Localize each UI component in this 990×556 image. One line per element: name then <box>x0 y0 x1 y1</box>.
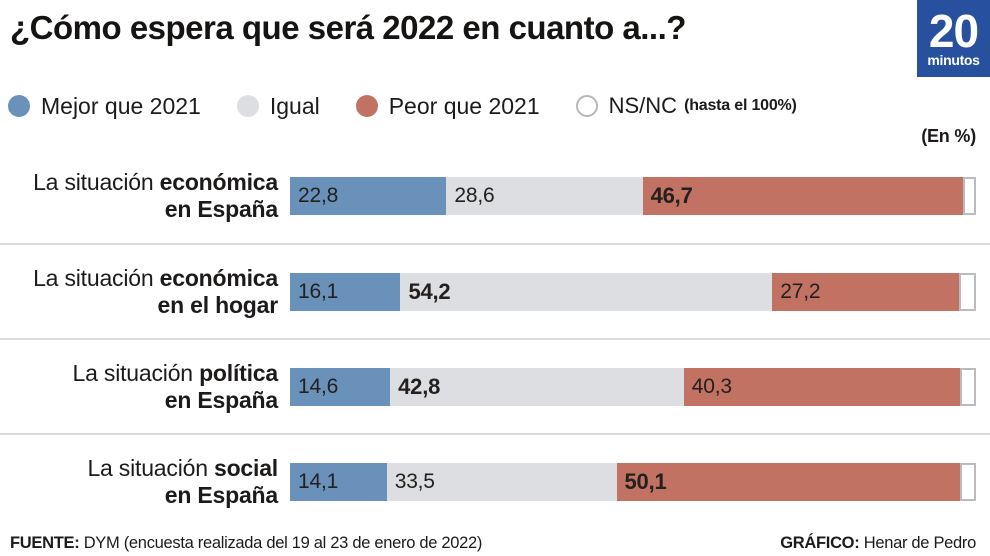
legend-label: Igual <box>269 92 320 119</box>
stacked-bar: 14,1 33,5 50,1 <box>290 462 976 501</box>
legend-dot-red-icon <box>355 95 378 117</box>
bar-segment-nsnc <box>960 367 976 406</box>
legend-item-mejor: Mejor que 2021 <box>8 93 201 120</box>
source-label: FUENTE: <box>10 534 80 552</box>
source-credit: FUENTE: DYM (encuesta realizada del 19 a… <box>10 534 482 553</box>
row-label: La situación política en España <box>72 359 279 413</box>
brand-logo-20minutos: 20 minutos <box>917 0 990 77</box>
bar-segment-igual: 42,8 <box>390 367 684 406</box>
legend-dot-white-icon <box>575 95 598 117</box>
source-text: DYM (encuesta realizada del 19 al 23 de … <box>79 534 483 552</box>
bar-segment-peor: 27,2 <box>772 272 959 311</box>
value-label: 14,1 <box>298 469 339 493</box>
bar-segment-mejor: 14,6 <box>290 367 391 406</box>
row-label: La situación económica en España <box>33 168 278 222</box>
row-label: La situación social en España <box>87 454 278 508</box>
bar-segment-igual: 33,5 <box>386 462 617 501</box>
legend-item-igual: Igual <box>236 92 320 120</box>
row-label: La situación económica en el hogar <box>33 264 278 318</box>
legend-dot-blue-icon <box>8 95 30 117</box>
value-label: 14,6 <box>298 374 339 398</box>
credit-text: Henar de Pedro <box>859 534 977 552</box>
value-label: 16,1 <box>298 279 339 303</box>
bar-segment-nsnc <box>958 272 976 311</box>
chart-row: La situación económica en el hogar 16,1 5… <box>0 243 990 338</box>
value-label: 22,8 <box>298 183 339 207</box>
legend-label: Peor que 2021 <box>388 92 540 119</box>
page-title: ¿Cómo espera que será 2022 en cuanto a..… <box>10 9 686 46</box>
legend-item-peor: Peor que 2021 <box>355 92 540 120</box>
bar-segment-peor: 46,7 <box>642 176 963 215</box>
logo-number: 20 <box>928 5 979 57</box>
value-label: 46,7 <box>650 182 693 208</box>
stacked-bar: 22,8 28,6 46,7 <box>290 176 976 215</box>
credit-label: GRÁFICO: <box>780 534 860 552</box>
bar-segment-peor: 40,3 <box>683 367 961 406</box>
value-label: 54,2 <box>408 278 451 304</box>
stacked-bar: 16,1 54,2 27,2 <box>290 272 976 311</box>
chart-row: La situación social en España 14,1 33,5 50… <box>0 433 990 528</box>
value-label: 40,3 <box>691 374 732 398</box>
stacked-bar: 14,6 42,8 40,3 <box>290 367 976 406</box>
chart-rows: La situación económica en España 22,8 28,… <box>0 148 990 528</box>
chart-row: La situación política en España 14,6 42,8… <box>0 338 990 433</box>
value-label: 50,1 <box>624 468 667 494</box>
value-label: 33,5 <box>394 469 435 493</box>
legend-note: (hasta el 100%) <box>684 97 797 114</box>
unit-note: (En %) <box>921 126 976 146</box>
bar-segment-igual: 28,6 <box>446 176 643 215</box>
value-label: 27,2 <box>780 279 821 303</box>
bar-segment-mejor: 16,1 <box>290 272 401 311</box>
footer: FUENTE: DYM (encuesta realizada del 19 a… <box>0 528 990 553</box>
legend-label: Mejor que 2021 <box>41 92 201 119</box>
legend-label: NS/NC <box>608 93 678 118</box>
bar-segment-mejor: 14,1 <box>290 462 387 501</box>
bar-segment-igual: 54,2 <box>400 272 773 311</box>
bar-segment-nsnc <box>962 176 976 215</box>
bar-segment-mejor: 22,8 <box>290 176 447 215</box>
value-label: 42,8 <box>398 373 441 399</box>
chart-row: La situación económica en España 22,8 28,… <box>0 148 990 243</box>
legend-item-nsnc: NS/NC (hasta el 100%) <box>575 93 797 119</box>
value-label: 28,6 <box>454 183 495 207</box>
bar-segment-nsnc <box>960 462 976 501</box>
logo-word: minutos <box>927 52 980 68</box>
legend-dot-gray-icon <box>236 95 259 117</box>
chart-legend: Mejor que 2021 Igual Peor que 2021 NS/NC… <box>8 92 990 120</box>
bar-segment-peor: 50,1 <box>616 462 961 501</box>
graphic-credit: GRÁFICO: Henar de Pedro <box>780 534 976 553</box>
